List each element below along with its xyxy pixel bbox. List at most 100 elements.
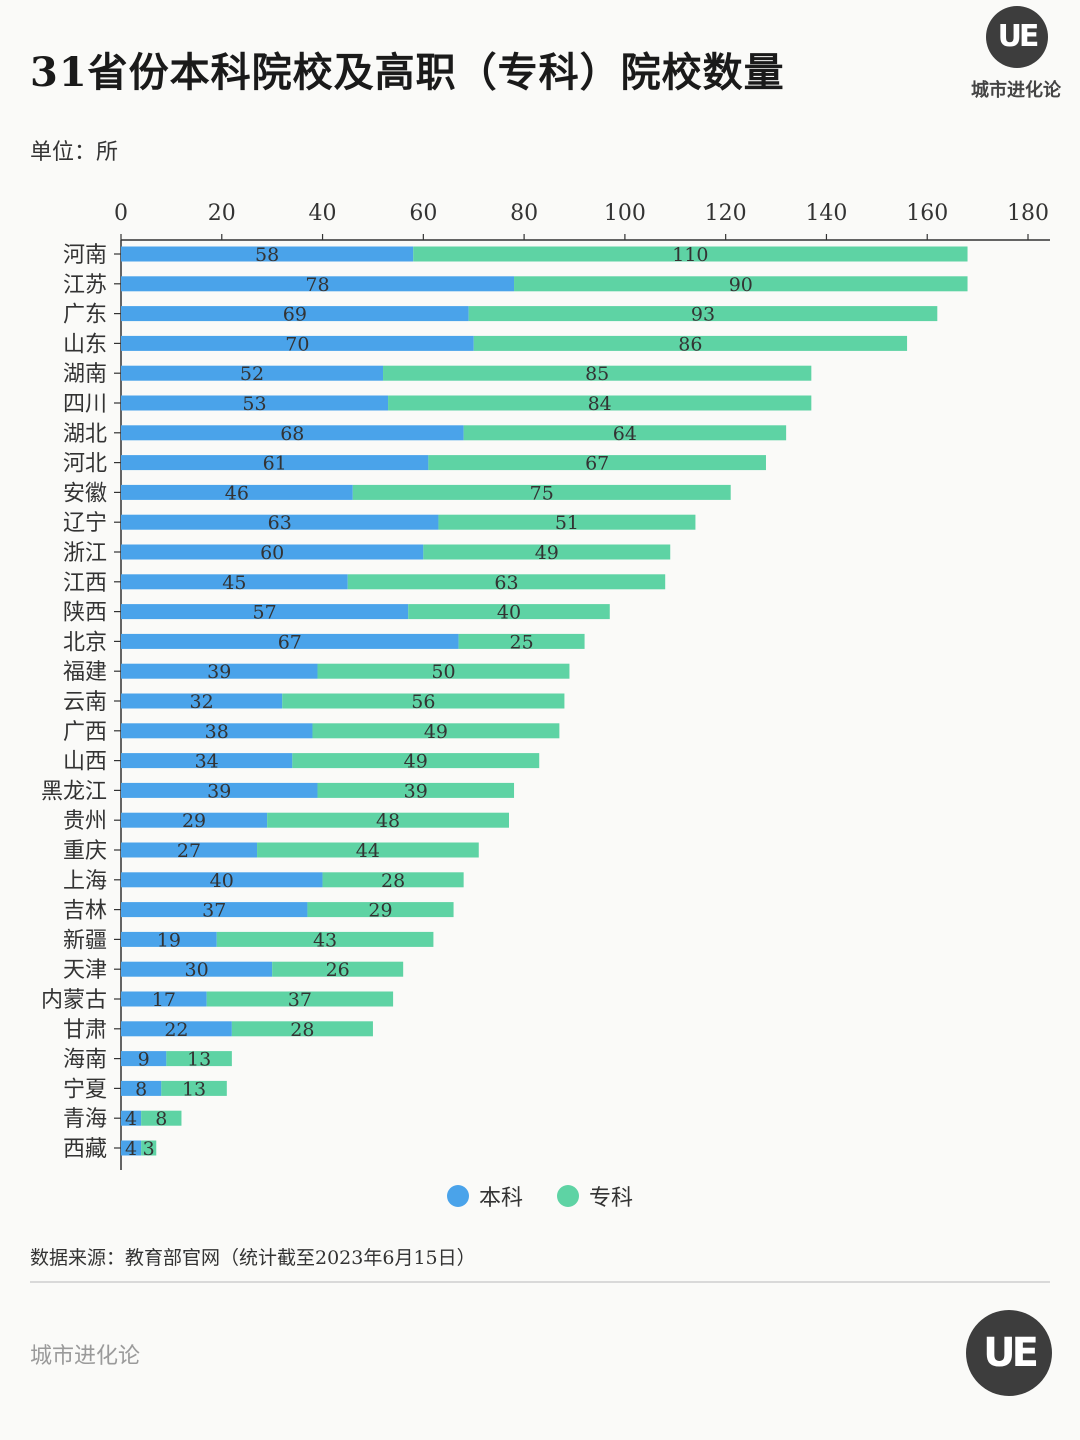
bar-vocational <box>272 961 404 977</box>
data-label-undergraduate: 53 <box>242 393 266 415</box>
bar-vocational <box>388 395 812 411</box>
bar-undergraduate <box>121 782 318 798</box>
bar-undergraduate <box>121 723 313 739</box>
bar-undergraduate <box>121 1110 142 1126</box>
bar-vocational <box>383 365 812 381</box>
data-label-vocational: 86 <box>678 333 702 355</box>
bar-undergraduate <box>121 425 464 441</box>
category-label: 宁夏 <box>63 1077 107 1102</box>
data-label-vocational: 25 <box>509 631 533 653</box>
data-label-vocational: 29 <box>368 900 392 922</box>
bar-vocational <box>317 663 570 679</box>
legend-item-undergraduate: 本科 <box>446 1180 523 1212</box>
data-label-vocational: 49 <box>535 542 559 564</box>
brand-name: 城市进化论 <box>971 80 1061 101</box>
bar-vocational <box>307 902 454 918</box>
data-label-undergraduate: 40 <box>210 870 234 892</box>
bar-vocational <box>413 246 968 262</box>
data-label-undergraduate: 8 <box>135 1078 147 1100</box>
bar-undergraduate <box>121 395 389 411</box>
data-label-vocational: 49 <box>424 721 448 743</box>
data-label-undergraduate: 27 <box>177 840 201 862</box>
data-label-vocational: 8 <box>155 1108 167 1130</box>
bar-vocational <box>468 306 938 322</box>
footer-brand-name: 城市进化论 <box>30 1344 141 1369</box>
bar-undergraduate <box>121 544 424 560</box>
category-label: 内蒙古 <box>41 988 107 1013</box>
bar-undergraduate <box>121 812 268 828</box>
data-label-vocational: 48 <box>376 810 400 832</box>
legend-item-vocational: 专科 <box>557 1180 633 1212</box>
data-label-vocational: 3 <box>143 1138 155 1160</box>
data-label-vocational: 84 <box>588 393 612 415</box>
data-source-note: 数据来源：教育部官网（统计截至2023年6月15日） <box>30 1247 476 1269</box>
data-label-vocational: 64 <box>613 423 637 445</box>
category-label: 山西 <box>63 750 107 775</box>
data-label-undergraduate: 4 <box>125 1138 137 1160</box>
data-label-undergraduate: 61 <box>263 453 287 475</box>
data-label-undergraduate: 68 <box>280 423 304 445</box>
x-tick-label: 140 <box>805 201 847 226</box>
x-tick-label: 100 <box>604 201 646 226</box>
data-label-vocational: 49 <box>404 751 428 773</box>
category-label: 安徽 <box>63 481 107 506</box>
category-label: 北京 <box>63 630 107 655</box>
bar-vocational <box>408 604 610 620</box>
x-tick-label: 20 <box>208 201 236 226</box>
category-label: 贵州 <box>63 809 107 834</box>
category-label: 青海 <box>63 1107 107 1132</box>
data-label-undergraduate: 60 <box>260 542 284 564</box>
bar-undergraduate <box>121 991 207 1007</box>
category-label: 天津 <box>63 958 107 983</box>
bar-vocational <box>292 753 540 769</box>
data-label-vocational: 26 <box>326 959 350 981</box>
data-label-vocational: 67 <box>585 453 609 475</box>
category-label: 上海 <box>63 869 107 894</box>
data-label-undergraduate: 19 <box>157 929 181 951</box>
bar-vocational <box>257 842 479 858</box>
category-label: 河北 <box>63 452 107 477</box>
bar-vocational <box>463 425 787 441</box>
bar-undergraduate <box>121 931 217 947</box>
legend-swatch-vocational <box>557 1185 579 1207</box>
data-label-undergraduate: 39 <box>207 661 231 683</box>
category-label: 浙江 <box>63 541 107 566</box>
category-label: 湖北 <box>63 422 107 447</box>
bar-undergraduate <box>121 484 353 500</box>
legend-label-undergraduate: 本科 <box>478 1186 523 1211</box>
data-label-vocational: 51 <box>555 512 579 534</box>
category-label: 福建 <box>63 660 107 685</box>
data-label-undergraduate: 45 <box>222 572 246 594</box>
bar-vocational <box>312 723 560 739</box>
category-label: 西藏 <box>63 1137 107 1162</box>
data-label-undergraduate: 32 <box>190 691 214 713</box>
data-label-undergraduate: 37 <box>202 900 226 922</box>
data-label-undergraduate: 9 <box>138 1049 150 1071</box>
x-tick-label: 120 <box>705 201 747 226</box>
data-label-vocational: 90 <box>729 274 753 296</box>
chart-legend: 本科 专科 <box>0 1180 1080 1212</box>
bar-undergraduate <box>121 1051 167 1067</box>
data-label-vocational: 13 <box>182 1078 206 1100</box>
category-label: 云南 <box>63 690 107 715</box>
data-label-undergraduate: 38 <box>205 721 229 743</box>
category-label: 吉林 <box>63 899 107 924</box>
bar-vocational <box>216 931 434 947</box>
bar-undergraduate <box>121 335 474 351</box>
data-label-vocational: 63 <box>494 572 518 594</box>
data-label-vocational: 40 <box>497 602 521 624</box>
data-label-undergraduate: 46 <box>225 482 249 504</box>
data-label-undergraduate: 30 <box>184 959 208 981</box>
data-label-vocational: 28 <box>290 1019 314 1041</box>
bar-vocational <box>141 1110 182 1126</box>
bar-undergraduate <box>121 365 384 381</box>
data-label-vocational: 50 <box>431 661 455 683</box>
data-label-undergraduate: 34 <box>195 751 219 773</box>
data-label-vocational: 44 <box>356 840 380 862</box>
x-tick-label: 180 <box>1007 201 1049 226</box>
bar-vocational <box>141 1140 157 1156</box>
category-label: 湖南 <box>63 362 107 387</box>
bar-undergraduate <box>121 514 439 530</box>
data-label-undergraduate: 39 <box>207 780 231 802</box>
ue-logo-icon: UE <box>986 6 1048 68</box>
